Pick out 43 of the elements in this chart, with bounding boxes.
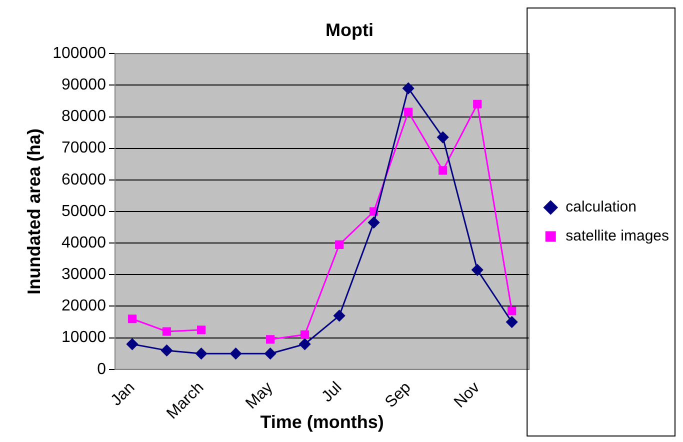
point [506, 316, 518, 328]
point [299, 338, 311, 350]
x-tick-label: Jan [108, 379, 138, 410]
point [404, 108, 413, 116]
point [264, 348, 276, 360]
point [128, 314, 137, 324]
x-tick-label: Jul [318, 379, 346, 406]
y-tick-label: 30000 [61, 266, 106, 284]
y-tick-label: 70000 [61, 140, 106, 157]
point [402, 82, 414, 94]
y-tick-label: 80000 [61, 108, 106, 126]
legend-label: satellite images [566, 228, 670, 245]
point [266, 335, 275, 344]
point [368, 216, 380, 228]
chart-title: Mopti [326, 20, 374, 40]
point [161, 344, 173, 356]
point [473, 100, 482, 108]
y-tick-label: 50000 [61, 202, 106, 220]
y-axis-title: Inundated area (ha) [24, 128, 44, 295]
point [162, 327, 172, 336]
y-tick-label: 100000 [52, 45, 106, 62]
point [334, 310, 346, 322]
legend-label: calculation [566, 198, 637, 216]
x-tick-label: May [242, 379, 276, 412]
x-tick-label: Sep [382, 379, 414, 412]
y-tick-label: 0 [97, 360, 106, 378]
point [472, 264, 484, 276]
y-tick-label: 40000 [61, 234, 106, 252]
point [437, 132, 449, 144]
point [196, 326, 206, 334]
x-tick-label: Nov [451, 379, 484, 412]
point [438, 166, 448, 175]
point [230, 348, 242, 360]
point [335, 240, 344, 249]
point [196, 348, 208, 360]
point [300, 330, 310, 339]
y-tick-label: 90000 [61, 76, 106, 94]
point [508, 306, 516, 316]
y-tick-label: 60000 [61, 171, 106, 188]
x-axis-title: Time (months) [260, 412, 384, 432]
y-tick-label: 20000 [61, 298, 106, 315]
y-tick-label: 10000 [61, 329, 106, 346]
point [126, 338, 138, 350]
